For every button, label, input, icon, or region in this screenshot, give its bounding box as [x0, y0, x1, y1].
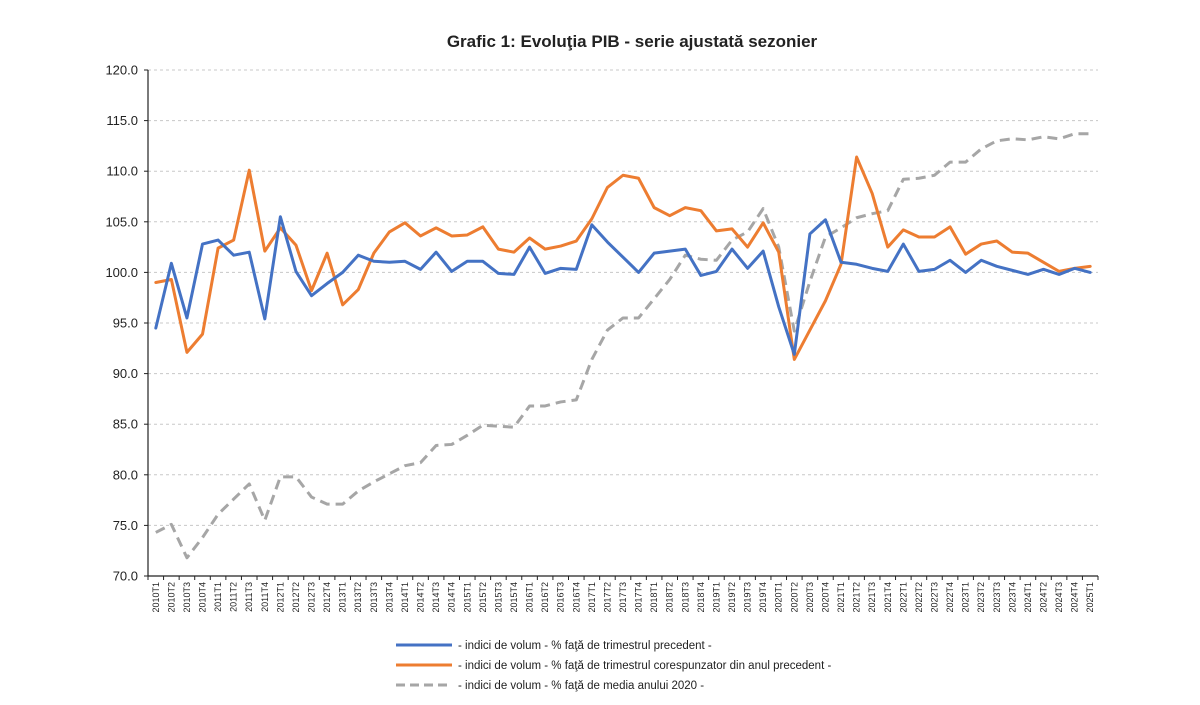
x-tick-label: 2016T4: [571, 582, 581, 613]
legend-label-2: - indici de volum - % faţă de trimestrul…: [458, 660, 831, 672]
x-tick-label: 2022T2: [914, 582, 924, 613]
y-tick-label: 80.0: [113, 467, 138, 482]
y-tick-label: 85.0: [113, 417, 138, 432]
x-tick-label: 2012T4: [322, 582, 332, 613]
y-tick-label: 105.0: [105, 214, 138, 229]
series-line-1: [154, 215, 1092, 356]
x-tick-label: 2011T4: [260, 582, 270, 612]
x-tick-label: 2011T1: [213, 582, 223, 612]
x-tick-label: 2021T2: [852, 582, 862, 613]
series-line-3: [155, 132, 1091, 560]
y-tick-label: 100.0: [105, 265, 138, 280]
x-tick-label: 2017T3: [618, 582, 628, 613]
y-tick-label: 95.0: [113, 316, 138, 331]
x-tick-label: 2024T4: [1070, 582, 1080, 613]
x-tick-label: 2022T4: [945, 582, 955, 613]
x-tick-label: 2016T2: [540, 582, 550, 613]
x-tick-label: 2023T1: [961, 582, 971, 613]
axis-layer: 70.0 75.0 80.0 85.0 90.0 95.0 100.0 105.0 110.0 1…: [105, 63, 1099, 613]
x-tick-label: 2010T2: [166, 582, 176, 613]
y-tick-label: 70.0: [113, 569, 138, 584]
legend-label-1: - indici de volum - % faţă de trimestrul…: [458, 640, 712, 652]
x-tick-label: 2025T1: [1085, 582, 1095, 613]
y-tick-label: 115.0: [106, 113, 138, 128]
x-tick-label: 2011T3: [244, 582, 254, 612]
x-tick-label: 2014T3: [431, 582, 441, 613]
x-tick-label: 2020T4: [820, 582, 830, 613]
x-tick-label: 2013T2: [353, 582, 363, 613]
x-tick-label: 2019T3: [743, 582, 753, 613]
grid-layer: [148, 69, 1098, 526]
chart-title: Grafic 1: Evoluţia PIB - serie ajustată …: [447, 32, 818, 51]
x-tick-label: 2017T1: [587, 582, 597, 613]
y-tick-label: 90.0: [113, 366, 138, 381]
legend-label-3: - indici de volum - % faţă de media anul…: [458, 680, 704, 692]
x-tick-label: 2021T3: [867, 582, 877, 613]
x-tick-label: 2023T4: [1007, 582, 1017, 613]
x-tick-label: 2017T4: [634, 582, 644, 613]
legend: - indici de volum - % faţă de trimestrul…: [396, 640, 831, 692]
x-tick-label: 2015T1: [462, 582, 472, 613]
x-tick-label: 2018T1: [649, 582, 659, 613]
y-tick-label: 110.0: [106, 164, 138, 179]
x-tick-label: 2012T3: [307, 582, 317, 613]
x-tick-label: 2016T3: [556, 582, 566, 613]
x-tick-label: 2024T1: [1023, 582, 1033, 613]
y-tick-label: 120.0: [105, 63, 138, 78]
x-tick-label: 2019T4: [758, 582, 768, 613]
x-tick-label: 2020T3: [805, 582, 815, 613]
x-tick-label: 2019T1: [711, 582, 721, 613]
x-tick-label: 2013T3: [369, 582, 379, 613]
series-line-2: [154, 155, 1092, 361]
x-tick-label: 2014T2: [416, 582, 426, 613]
y-tick-label: 75.0: [113, 518, 138, 533]
x-tick-label: 2024T2: [1038, 582, 1048, 613]
x-tick-label: 2023T3: [992, 582, 1002, 613]
x-tick-label: 2016T1: [525, 582, 535, 613]
x-tick-label: 2011T2: [229, 582, 239, 612]
x-tick-label: 2017T2: [602, 582, 612, 613]
x-tick-label: 2010T3: [182, 582, 192, 613]
x-tick-label: 2024T3: [1054, 582, 1064, 613]
x-tick-label: 2022T3: [929, 582, 939, 613]
x-tick-label: 2012T2: [291, 582, 301, 613]
x-tick-label: 2020T2: [789, 582, 799, 613]
x-tick-label: 2015T4: [509, 582, 519, 613]
x-tick-label: 2012T1: [275, 582, 285, 613]
x-tick-label: 2019T2: [727, 582, 737, 613]
x-tick-label: 2015T3: [493, 582, 503, 613]
x-tick-label: 2013T1: [338, 582, 348, 613]
x-tick-label: 2018T2: [665, 582, 675, 613]
x-tick-label: 2021T1: [836, 582, 846, 613]
x-tick-label: 2010T1: [151, 582, 161, 613]
x-tick-label: 2010T4: [198, 582, 208, 613]
x-tick-label: 2018T4: [696, 582, 706, 613]
x-tick-label: 2013T4: [384, 582, 394, 613]
x-tick-label: 2015T2: [478, 582, 488, 613]
x-tick-label: 2023T2: [976, 582, 986, 613]
x-tick-label: 2018T3: [680, 582, 690, 613]
x-tick-label: 2021T4: [883, 582, 893, 613]
x-tick-label: 2020T1: [774, 582, 784, 613]
series-layer: [154, 132, 1092, 560]
x-tick-label: 2014T1: [400, 582, 410, 613]
x-tick-label: 2022T1: [898, 582, 908, 613]
x-tick-label: 2014T4: [447, 582, 457, 613]
